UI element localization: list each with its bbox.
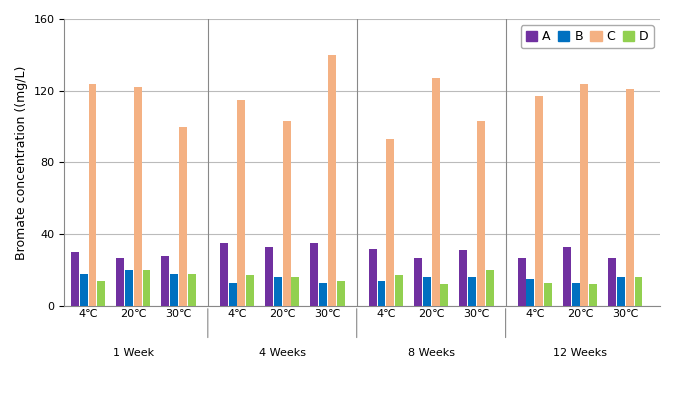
Bar — [142, 270, 151, 306]
Bar — [134, 87, 142, 306]
Bar — [386, 139, 394, 306]
Bar — [229, 283, 236, 306]
Bar — [319, 283, 327, 306]
Bar — [310, 243, 319, 306]
Bar — [220, 243, 227, 306]
Bar — [563, 247, 571, 306]
Bar — [634, 277, 643, 306]
Bar — [414, 258, 422, 306]
Bar — [518, 258, 526, 306]
Text: 12 Weeks: 12 Weeks — [553, 347, 607, 358]
Bar — [589, 284, 597, 306]
Bar — [170, 274, 178, 306]
Bar — [477, 121, 485, 306]
Bar — [468, 277, 476, 306]
Bar — [431, 78, 439, 306]
Bar — [116, 258, 124, 306]
Bar — [179, 127, 187, 306]
Bar — [80, 274, 88, 306]
Bar — [535, 96, 543, 306]
Bar — [337, 281, 345, 306]
Bar — [246, 275, 254, 306]
Bar — [188, 274, 196, 306]
Bar — [485, 270, 493, 306]
Bar — [125, 270, 133, 306]
Bar — [544, 283, 552, 306]
Text: 1 Week: 1 Week — [113, 347, 154, 358]
Bar — [292, 277, 300, 306]
Bar — [88, 83, 97, 306]
Bar — [395, 275, 403, 306]
Bar — [71, 252, 79, 306]
Bar — [626, 89, 634, 306]
Bar — [274, 277, 282, 306]
Bar — [459, 250, 467, 306]
Bar — [265, 247, 273, 306]
Bar — [238, 100, 246, 306]
Bar — [377, 281, 385, 306]
Bar — [283, 121, 291, 306]
Bar — [617, 277, 625, 306]
Bar — [580, 83, 589, 306]
Bar — [161, 256, 169, 306]
Bar — [440, 284, 448, 306]
Bar — [423, 277, 431, 306]
Legend: A, B, C, D: A, B, C, D — [520, 25, 654, 48]
Bar — [369, 249, 377, 306]
Bar — [526, 279, 535, 306]
Bar — [572, 283, 580, 306]
Y-axis label: Bromate concentration ((mg/L): Bromate concentration ((mg/L) — [15, 65, 28, 260]
Bar — [608, 258, 616, 306]
Bar — [97, 281, 105, 306]
Bar — [328, 55, 336, 306]
Text: 4 Weeks: 4 Weeks — [259, 347, 306, 358]
Text: 8 Weeks: 8 Weeks — [408, 347, 455, 358]
